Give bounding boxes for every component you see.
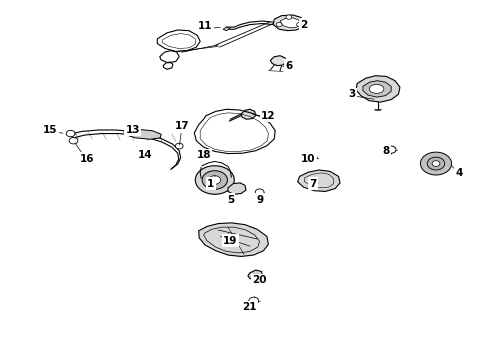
Circle shape: [296, 22, 302, 27]
Text: 5: 5: [227, 195, 234, 204]
Text: 17: 17: [174, 121, 189, 131]
Text: 6: 6: [285, 61, 293, 71]
PathPatch shape: [297, 170, 340, 192]
Circle shape: [386, 146, 396, 153]
PathPatch shape: [363, 81, 391, 97]
Circle shape: [196, 166, 234, 194]
Text: 13: 13: [126, 125, 140, 135]
Circle shape: [420, 152, 452, 175]
Circle shape: [255, 189, 264, 195]
Circle shape: [432, 161, 440, 166]
Text: 15: 15: [43, 125, 57, 135]
Text: 14: 14: [138, 150, 152, 160]
Text: 9: 9: [256, 195, 263, 204]
Text: 2: 2: [300, 19, 307, 30]
PathPatch shape: [270, 56, 286, 66]
PathPatch shape: [228, 183, 246, 194]
Text: 10: 10: [301, 154, 316, 163]
Circle shape: [276, 22, 282, 27]
Circle shape: [175, 143, 183, 149]
PathPatch shape: [423, 154, 449, 173]
PathPatch shape: [124, 129, 161, 139]
Text: 18: 18: [196, 150, 211, 160]
Circle shape: [307, 154, 317, 161]
Text: 20: 20: [252, 275, 267, 285]
Text: 16: 16: [79, 154, 94, 163]
Text: 4: 4: [456, 168, 463, 178]
PathPatch shape: [241, 109, 256, 119]
Circle shape: [66, 130, 75, 137]
Text: 19: 19: [223, 236, 238, 246]
PathPatch shape: [356, 76, 400, 102]
PathPatch shape: [280, 18, 300, 28]
PathPatch shape: [199, 223, 269, 256]
Circle shape: [249, 297, 259, 304]
Text: 11: 11: [198, 21, 212, 31]
Circle shape: [202, 171, 227, 189]
Text: 12: 12: [261, 111, 276, 121]
Circle shape: [209, 176, 221, 184]
Text: 1: 1: [207, 179, 215, 189]
Text: 7: 7: [310, 179, 317, 189]
PathPatch shape: [273, 15, 304, 31]
Circle shape: [286, 15, 292, 19]
Text: 8: 8: [383, 147, 390, 157]
Circle shape: [197, 155, 205, 161]
PathPatch shape: [223, 27, 230, 31]
PathPatch shape: [248, 270, 263, 280]
Ellipse shape: [369, 85, 384, 93]
Text: 21: 21: [243, 302, 257, 312]
Circle shape: [141, 154, 149, 160]
Text: 3: 3: [348, 89, 356, 99]
Circle shape: [427, 157, 445, 170]
Circle shape: [69, 138, 78, 144]
